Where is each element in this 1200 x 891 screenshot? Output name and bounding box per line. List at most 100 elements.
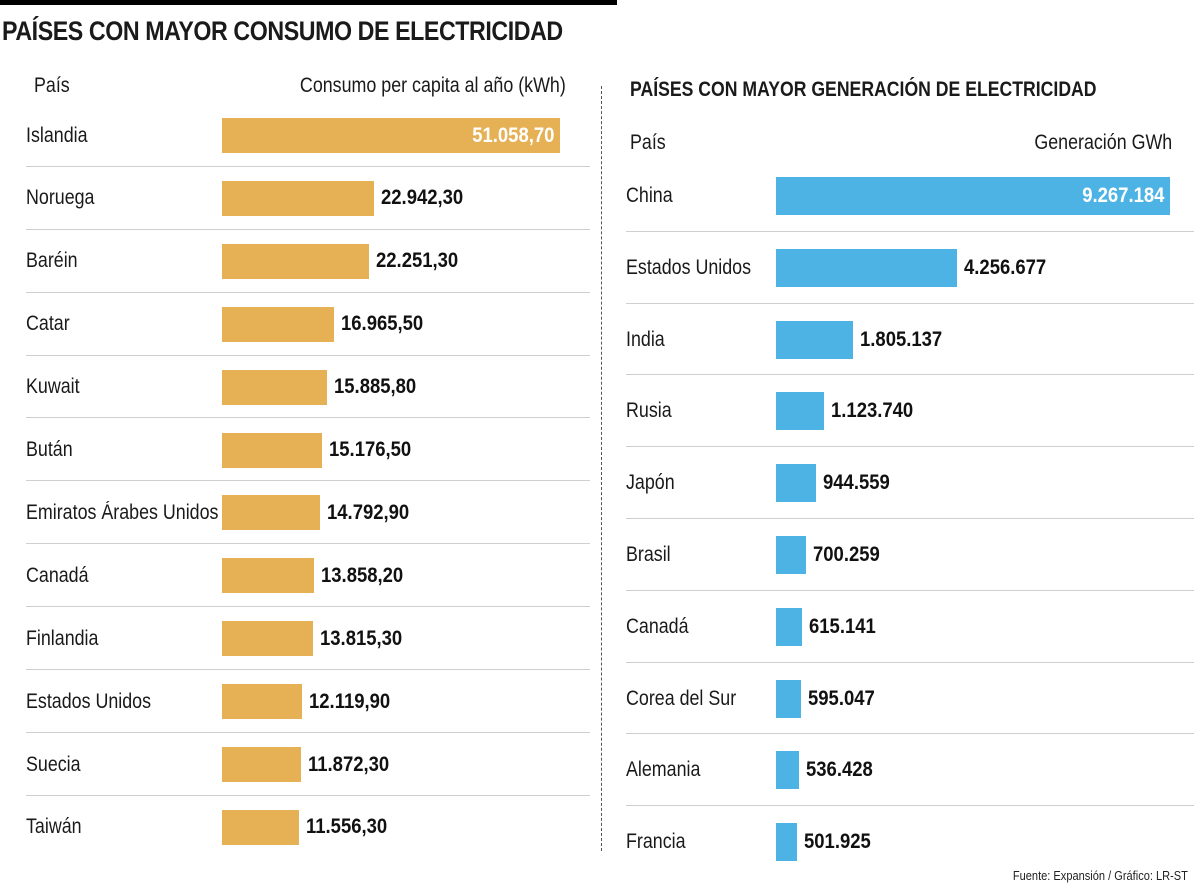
bar-row: Estados Unidos 12.119,90 [26,670,590,733]
left-col-value-header: Consumo per capita al año (kWh) [300,74,566,97]
bar-row: Bután 15.176,50 [26,419,590,482]
bar-row: Taiwán 11.556,30 [26,796,590,859]
country-label: Catar [26,312,70,336]
country-label: Corea del Sur [626,686,737,710]
bar [776,607,803,646]
bar [776,248,957,287]
bar [222,180,374,216]
value-label: 536.428 [805,758,873,782]
row-separator [26,165,590,167]
value-label: 4.256.677 [963,255,1047,279]
row-separator [626,374,1194,376]
value-label: 14.792,90 [326,500,410,524]
row-separator [26,543,590,545]
bar [776,177,1170,215]
right-col-value-header: Generación GWh [1034,131,1172,154]
value-label: 944.559 [823,471,890,495]
country-label: Canadá [26,563,89,587]
row-separator [626,589,1194,591]
row-separator [626,302,1194,304]
country-label: Brasil [626,543,671,566]
row-separator [26,669,590,671]
country-label: Bután [26,438,73,461]
row-separator [26,354,590,356]
bar-row: Francia 501.925 [626,806,1194,878]
generation-chart-title: PAÍSES CON MAYOR GENERACIÓN DE ELECTRICI… [630,78,1097,101]
bar-row: India 1.805.137 [626,304,1194,376]
value-label: 700.259 [812,543,880,566]
bar [222,747,301,782]
bar-row: Suecia 11.872,30 [26,733,590,796]
bar [776,320,853,359]
row-separator [26,228,590,230]
bar [222,432,323,468]
row-separator [626,517,1194,519]
value-label: 51.058,70 [471,123,554,147]
top-rule [0,0,617,5]
row-separator [626,446,1194,448]
country-label: Suecia [26,752,81,776]
panel-divider [601,86,602,851]
country-label: China [626,184,673,207]
bar-row: Emiratos Árabes Unidos 14.792,90 [26,481,590,545]
bar-row: Rusia 1.123.740 [626,375,1194,448]
main-title: PAÍSES CON MAYOR CONSUMO DE ELECTRICIDAD [2,16,563,46]
value-label: 595.047 [808,686,876,710]
bar-row: Canadá 615.141 [626,591,1194,663]
bar [222,621,314,657]
row-separator [26,417,590,419]
value-label: 15.176,50 [329,438,412,461]
bar [222,809,299,845]
country-label: Finlandia [26,626,99,650]
bar [222,369,328,405]
left-col-country-header: País [34,74,70,97]
row-separator [26,606,590,608]
bar-row: Catar 16.965,50 [26,293,590,356]
country-label: Japón [626,471,675,495]
country-label: India [626,327,665,351]
bar [222,306,335,342]
country-label: Francia [626,830,686,854]
value-label: 9.267.184 [1081,184,1164,207]
value-label: 11.872,30 [307,752,389,776]
value-label: 22.942,30 [380,186,464,210]
right-col-country-header: País [630,131,666,154]
country-label: Alemania [626,758,701,782]
bar [222,558,314,594]
country-label: Kuwait [26,375,80,399]
value-label: 1.805.137 [859,327,942,351]
bar [776,392,824,431]
bar-row: Finlandia 13.815,30 [26,607,590,671]
country-label: Estados Unidos [626,255,752,279]
bar [222,495,320,531]
value-label: 12.119,90 [309,689,391,713]
bar-row: Islandia 51.058,70 [26,104,590,167]
country-label: Estados Unidos [26,689,152,713]
row-separator [626,230,1194,232]
value-label: 501.925 [804,830,872,854]
bar-row: Canadá 13.858,20 [26,544,590,608]
bar [776,679,802,718]
row-separator [26,794,590,796]
country-label: Islandia [26,123,88,147]
bar [222,684,303,720]
bar-row: Kuwait 15.885,80 [26,356,590,419]
value-label: 615.141 [809,614,876,638]
bar-row: Brasil 700.259 [626,519,1194,591]
bar [776,536,806,574]
bar [776,823,798,862]
bar-row: Noruega 22.942,30 [26,167,590,230]
bar-row: Japón 944.559 [626,447,1194,519]
bar-row: China 9.267.184 [626,160,1194,232]
bar-row: Estados Unidos 4.256.677 [626,232,1194,304]
bar-row: Baréin 22.251,30 [26,230,590,293]
value-label: 11.556,30 [305,815,387,839]
country-label: Emiratos Árabes Unidos [26,500,219,524]
row-separator [26,480,590,482]
row-separator [626,733,1194,735]
value-label: 16.965,50 [341,312,424,336]
row-separator [26,291,590,293]
value-label: 13.815,30 [320,626,403,650]
bar [222,243,370,279]
value-label: 1.123.740 [830,399,913,423]
